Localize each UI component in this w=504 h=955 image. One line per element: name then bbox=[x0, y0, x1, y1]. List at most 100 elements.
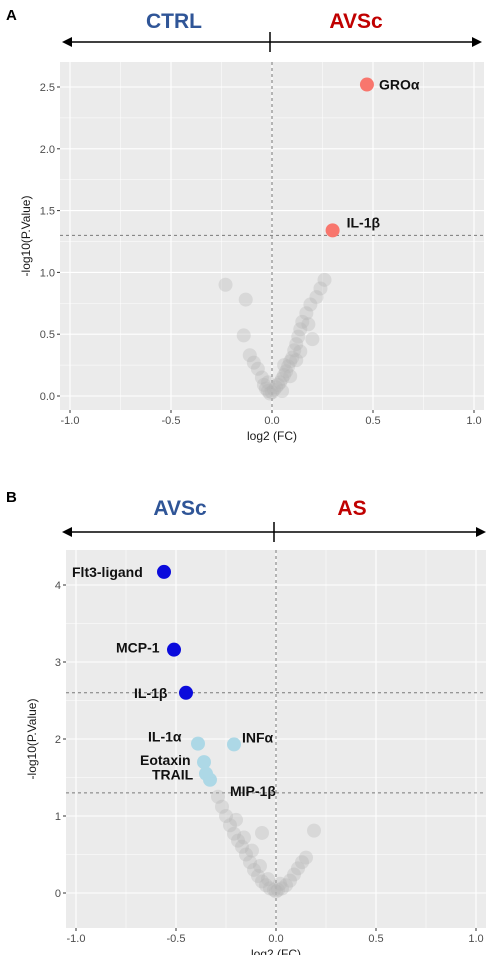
nonsignificant-point bbox=[275, 384, 290, 399]
nonsignificant-point bbox=[259, 878, 273, 893]
nonsignificant-point bbox=[262, 386, 277, 401]
x-tick-label: -1.0 bbox=[61, 415, 80, 427]
nonsignificant-point bbox=[287, 867, 301, 882]
nonsignificant-point bbox=[235, 839, 249, 854]
nonsignificant-points bbox=[211, 789, 321, 899]
nonsignificant-point bbox=[219, 809, 233, 823]
nonsignificant-point bbox=[273, 876, 287, 891]
nonsignificant-point bbox=[251, 869, 265, 884]
panel-letter: A bbox=[6, 7, 17, 24]
nonsignificant-point bbox=[231, 833, 245, 848]
y-tick-label: 1.0 bbox=[40, 267, 55, 279]
point-label: IL-1β bbox=[134, 685, 168, 701]
y-tick-label: 0 bbox=[55, 888, 61, 900]
point-label: Eotaxin bbox=[140, 752, 191, 768]
y-tick-label: 2.5 bbox=[40, 82, 55, 94]
right-group-label: AS bbox=[337, 497, 366, 520]
x-tick-label: 0.0 bbox=[268, 933, 283, 945]
point-label: INFα bbox=[242, 729, 274, 745]
significant-point bbox=[227, 737, 241, 752]
significant-point bbox=[359, 77, 374, 92]
nonsignificant-point bbox=[307, 823, 321, 838]
significant-points: GROα IL-1β bbox=[325, 77, 420, 238]
point-label: GROα bbox=[379, 77, 420, 93]
y-tick-label: 0.0 bbox=[40, 391, 55, 403]
arrow-head-left-icon bbox=[62, 527, 72, 537]
point-label: IL-1β bbox=[347, 214, 381, 230]
nonsignificant-point bbox=[277, 367, 292, 382]
y-tick-label: 4 bbox=[55, 580, 61, 592]
nonsignificant-point bbox=[309, 290, 324, 305]
significant-point bbox=[157, 564, 171, 579]
x-tick-label: -0.5 bbox=[162, 415, 181, 427]
nonsignificant-point bbox=[255, 825, 269, 840]
arrow-head-right-icon bbox=[472, 37, 482, 47]
nonsignificant-point bbox=[215, 799, 229, 814]
nonsignificant-point bbox=[247, 862, 261, 877]
panel-letter: B bbox=[6, 489, 17, 506]
nonsignificant-point bbox=[287, 343, 302, 358]
nonsignificant-point bbox=[291, 329, 306, 344]
y-tick-label: 1 bbox=[55, 811, 61, 823]
nonsignificant-point bbox=[271, 377, 286, 392]
nonsignificant-point bbox=[275, 371, 290, 386]
nonsignificant-point bbox=[279, 364, 294, 379]
x-tick-label: 0.5 bbox=[368, 933, 383, 945]
point-label: MCP-1 bbox=[116, 640, 160, 656]
nonsignificant-point bbox=[317, 272, 332, 287]
nonsignificant-point bbox=[258, 381, 273, 396]
nonsignificant-point bbox=[291, 861, 305, 876]
point-label: Flt3-ligand bbox=[72, 564, 143, 580]
point-label: TRAIL bbox=[152, 767, 194, 783]
nonsignificant-point bbox=[285, 350, 300, 365]
nonsignificant-point bbox=[277, 358, 292, 373]
significant-point bbox=[203, 772, 217, 787]
nonsignificant-point bbox=[293, 322, 308, 337]
nonsignificant-point bbox=[236, 328, 251, 343]
nonsignificant-point bbox=[223, 818, 237, 833]
panel-b: B AVSc AS -1.0 -0.5 0.0 0.5 1.0 0 1 2 3 4 log2 (FC) -l… bbox=[6, 489, 486, 955]
nonsignificant-point bbox=[295, 855, 309, 870]
arrow-head-right-icon bbox=[476, 527, 486, 537]
nonsignificant-point bbox=[295, 314, 310, 329]
nonsignificant-point bbox=[271, 882, 285, 897]
x-tick-label: 0.0 bbox=[264, 415, 279, 427]
significant-point bbox=[197, 755, 211, 770]
nonsignificant-point bbox=[279, 878, 293, 893]
y-tick-label: 3 bbox=[55, 657, 61, 669]
y-axis-title: -log10(P.Value) bbox=[19, 196, 33, 277]
nonsignificant-point bbox=[255, 874, 269, 889]
x-tick-label: 1.0 bbox=[468, 933, 483, 945]
nonsignificant-point bbox=[267, 882, 281, 897]
x-tick-label: 0.5 bbox=[365, 415, 380, 427]
arrow-head-left-icon bbox=[62, 37, 72, 47]
nonsignificant-point bbox=[273, 375, 288, 390]
x-tick-label: -1.0 bbox=[67, 933, 86, 945]
x-tick-label: 1.0 bbox=[466, 415, 481, 427]
x-axis-title: log2 (FC) bbox=[247, 429, 297, 443]
nonsignificant-point bbox=[305, 332, 320, 347]
nonsignificant-point bbox=[269, 884, 283, 899]
nonsignificant-point bbox=[229, 812, 243, 827]
x-tick-label: -0.5 bbox=[167, 933, 186, 945]
significant-point bbox=[179, 685, 193, 700]
nonsignificant-point bbox=[260, 375, 275, 390]
nonsignificant-point bbox=[267, 382, 282, 397]
nonsignificant-point bbox=[275, 881, 289, 896]
nonsignificant-point bbox=[242, 348, 257, 363]
x-axis-title: log2 (FC) bbox=[251, 947, 301, 955]
nonsignificant-point bbox=[283, 873, 297, 888]
nonsignificant-point bbox=[238, 292, 253, 307]
nonsignificant-points bbox=[218, 272, 332, 401]
nonsignificant-point bbox=[303, 297, 318, 312]
significant-point bbox=[191, 736, 205, 751]
right-group-label: AVSc bbox=[329, 10, 383, 33]
point-label: MIP-1β bbox=[230, 783, 276, 799]
left-group-label: CTRL bbox=[146, 10, 202, 33]
nonsignificant-point bbox=[263, 881, 277, 896]
significant-point bbox=[325, 223, 340, 238]
nonsignificant-point bbox=[293, 344, 308, 359]
nonsignificant-point bbox=[281, 359, 296, 374]
nonsignificant-point bbox=[260, 384, 275, 399]
